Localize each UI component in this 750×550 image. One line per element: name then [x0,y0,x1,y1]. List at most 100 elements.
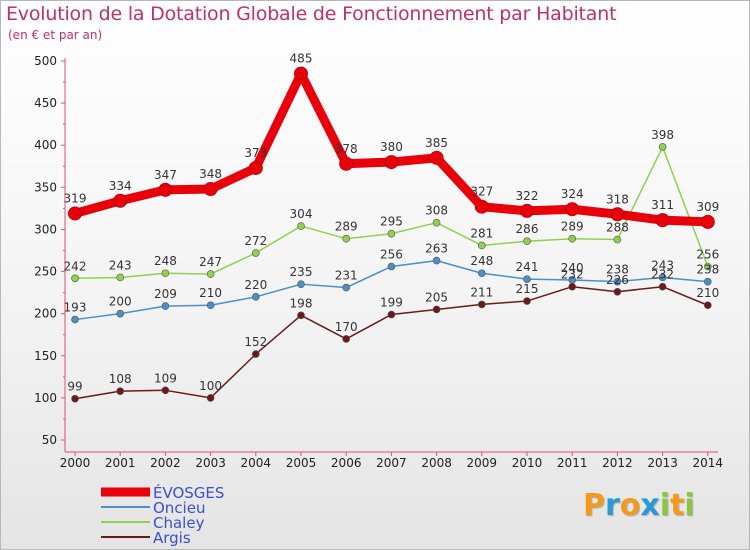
data-point [342,283,351,292]
data-label: 99 [67,380,82,394]
data-point [252,350,260,358]
data-label: 318 [606,192,629,206]
data-label: 109 [154,371,177,385]
legend-entry: Oncieu [101,499,205,517]
data-label: 170 [335,320,358,334]
data-label: 378 [335,142,358,156]
x-tick-label: 2008 [421,456,452,470]
data-label: 385 [425,136,448,150]
logo-letter: r [605,488,620,523]
data-label: 199 [380,296,403,310]
data-point [71,394,79,403]
logo-letter: x [640,488,660,523]
data-label: 248 [154,254,177,268]
data-point [297,222,305,230]
data-label: 193 [64,301,87,315]
data-label: 210 [696,286,719,300]
x-tick-label: 2005 [286,456,317,470]
data-point [432,256,441,265]
data-label: 242 [64,259,87,273]
data-point [206,301,215,310]
data-point [565,202,580,217]
data-point [703,277,712,286]
x-tick-label: 2012 [602,456,633,470]
data-point [703,262,712,271]
data-label: 231 [335,269,358,283]
data-point [297,311,305,320]
data-point [613,287,622,296]
x-tick-label: 2011 [557,456,588,470]
labels-argis: 99 108 109 100 152 198 170 199 205 211 215 232 226 23… [67,268,719,394]
data-label: 108 [109,372,132,386]
data-label: 334 [109,179,132,193]
logo-letter: i [659,488,671,523]
data-label: 243 [109,258,132,272]
data-point [71,274,79,283]
data-label: 311 [651,198,674,212]
data-point [206,394,215,402]
data-point [523,297,531,305]
data-point [429,150,444,165]
axes: 50 100 150 200 250 300 350 400 450 500 2000 2001 200… [34,54,723,470]
data-point [477,241,486,250]
data-point [474,199,489,214]
data-label: 324 [561,187,584,201]
data-point [294,66,308,81]
data-label: 373 [244,146,267,160]
data-point [342,234,351,243]
data-label: 209 [154,287,177,301]
logo-letter: P [583,488,605,523]
data-point [387,262,396,271]
data-point [161,386,170,395]
data-label: 232 [561,268,584,282]
data-label: 289 [561,220,584,234]
data-point [68,206,82,221]
data-label: 152 [244,335,267,349]
data-point [203,182,218,197]
data-point [613,277,622,286]
chart-subtitle: (en € et par an) [8,28,103,42]
data-label: 288 [606,221,629,235]
logo-letter: t [670,488,685,523]
y-tick-label: 100 [34,391,57,405]
x-tick-label: 2014 [693,456,724,470]
data-label: 272 [244,234,267,248]
data-point [432,218,441,227]
data-point [568,234,577,243]
data-label: 281 [470,226,493,240]
data-label: 205 [425,290,448,304]
data-point [161,302,170,310]
data-label: 248 [470,254,493,268]
legend-entry: ÉVOSGES [101,483,224,502]
data-point [161,269,170,278]
x-tick-label: 2007 [376,456,407,470]
proxiti-logo: Proxiti [583,488,695,523]
data-point [387,310,396,319]
x-tick-label: 2002 [150,456,181,470]
data-label: 263 [425,242,448,256]
data-label: 210 [199,286,222,300]
data-point [477,300,486,309]
data-point [703,301,712,310]
x-tick-label: 2009 [467,456,498,470]
data-label: 380 [380,140,403,154]
y-tick-label: 200 [34,307,57,321]
labels-évosges: 319 334 347 348 373 485 378 380 385 327 322 324 318 3… [64,52,720,214]
y-tick-label: 150 [34,349,57,363]
legend-entry: Chaley [101,514,205,532]
series-layer: 242 243 248 247 272 304 289 295 308 281 286 289 288 3… [64,52,720,403]
data-label: 319 [64,191,87,205]
chart-title: Evolution de la Dotation Globale de Fonc… [6,3,617,25]
data-point [113,193,128,208]
data-point [116,387,124,395]
y-tick-label: 500 [34,54,57,68]
data-label: 200 [109,295,132,309]
series-évosges [68,66,715,229]
data-point [71,315,79,324]
data-label: 289 [335,220,358,234]
data-point [568,282,577,291]
data-label: 398 [651,128,674,142]
legend-label: Oncieu [153,499,205,517]
